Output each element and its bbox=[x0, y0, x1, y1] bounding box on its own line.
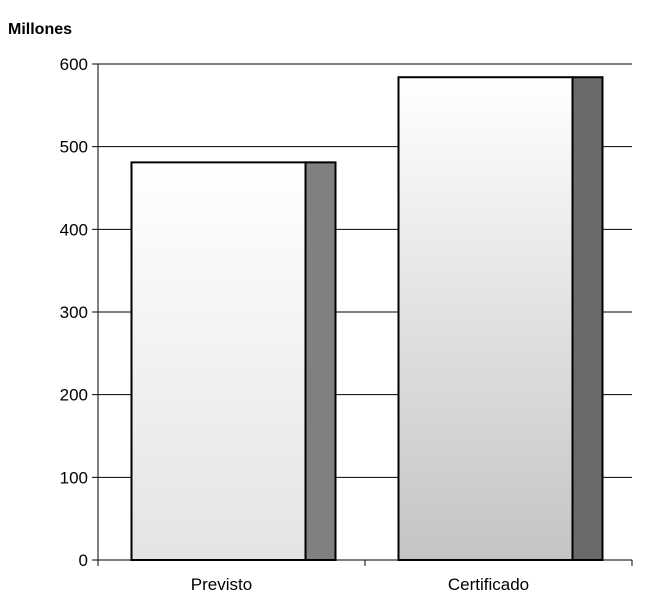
y-axis-ticks: 0 100 200 300 400 500 600 bbox=[60, 55, 98, 570]
bar bbox=[397, 76, 574, 562]
y-tick-label: 200 bbox=[60, 386, 88, 405]
y-tick-label: 100 bbox=[60, 468, 88, 487]
y-tick-label: 500 bbox=[60, 138, 88, 157]
y-unit-label: Millones bbox=[8, 21, 72, 38]
y-tick-label: 400 bbox=[60, 220, 88, 239]
bar-side bbox=[304, 161, 337, 562]
bar bbox=[130, 161, 307, 562]
x-axis-ticks: Previsto Certificado bbox=[97, 560, 633, 594]
y-tick-label: 300 bbox=[60, 303, 88, 322]
y-tick-label: 0 bbox=[79, 551, 88, 570]
x-tick-label: Previsto bbox=[191, 575, 252, 594]
bar-side bbox=[571, 76, 604, 562]
y-tick-label: 600 bbox=[60, 55, 88, 74]
x-tick-label: Certificado bbox=[448, 575, 529, 594]
bars bbox=[130, 76, 604, 562]
